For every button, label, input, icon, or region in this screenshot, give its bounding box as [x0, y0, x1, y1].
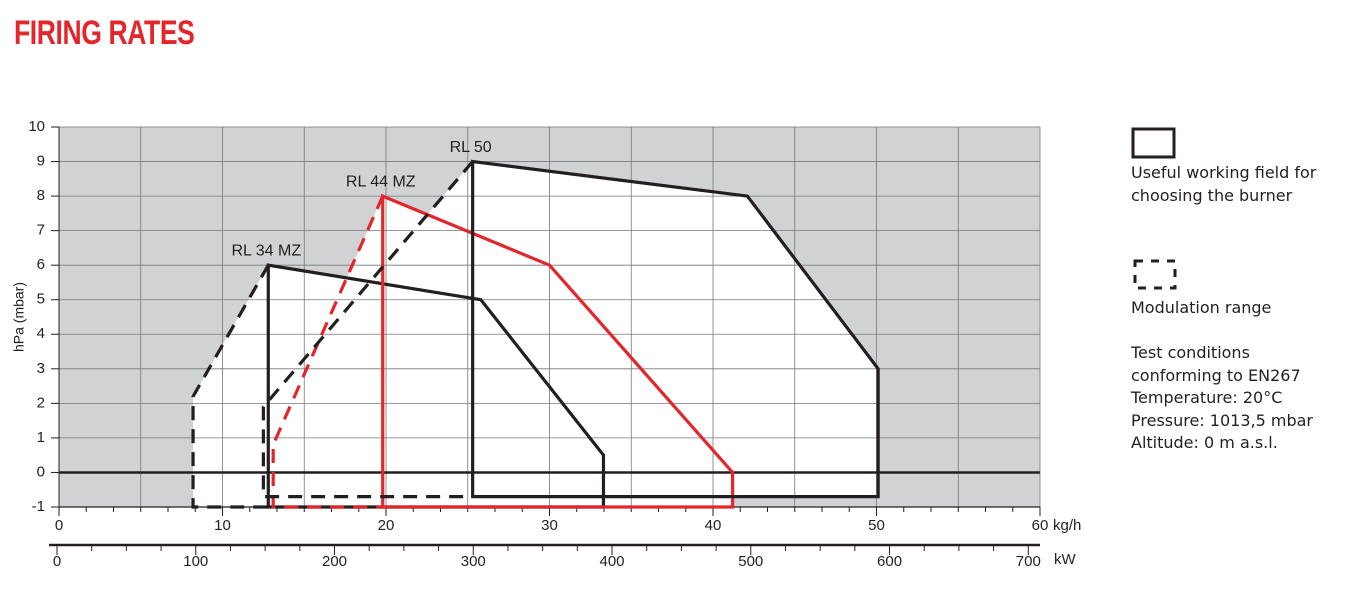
- legend-condition: Pressure: 1013,5 mbar: [1131, 410, 1313, 430]
- legend-condition: Temperature: 20°C: [1131, 388, 1283, 407]
- modulation-range: [261, 160, 474, 499]
- y-tick-label: 6: [37, 256, 45, 273]
- x2-tick-label: 400: [600, 553, 625, 570]
- modulation-range: [191, 264, 270, 509]
- x-tick-label: 0: [55, 517, 63, 534]
- x2-tick-label: 500: [738, 553, 763, 570]
- field-fill: [472, 161, 879, 497]
- legend-condition: Test conditions conforming to EN267: [1131, 343, 1301, 385]
- legend-working: Useful working field for choosing the bu…: [1131, 163, 1317, 205]
- series-label: RL 44 MZ: [346, 173, 416, 190]
- field-fill: [263, 161, 473, 497]
- x-tick-label: 30: [541, 517, 558, 534]
- x-axis-label: kg/h: [1053, 517, 1081, 534]
- x-tick-label: 60: [1032, 517, 1049, 534]
- x2-tick-label: 200: [322, 553, 347, 570]
- x-tick-label: 40: [705, 517, 722, 534]
- x-tick-label: 20: [378, 517, 395, 534]
- modulation-range: [271, 195, 385, 509]
- x2-tick-label: 0: [53, 553, 61, 570]
- y-tick-label: 10: [28, 118, 45, 135]
- y-tick-label: 9: [37, 153, 45, 170]
- series-label: RL 50: [450, 139, 492, 156]
- legend-solid-icon: [1131, 127, 1176, 159]
- y-tick-label: -1: [32, 498, 45, 515]
- x2-axis-label: kW: [1054, 551, 1077, 568]
- x-tick-label: 10: [214, 517, 231, 534]
- y-tick-label: 5: [37, 291, 45, 308]
- chart-title: FIRING RATES: [14, 14, 195, 52]
- y-axis-label: hPa (mbar): [11, 282, 27, 352]
- x2-tick-label: 300: [461, 553, 486, 570]
- y-tick-label: 0: [37, 463, 45, 480]
- y-tick-label: 2: [37, 394, 45, 411]
- x2-tick-label: 700: [1016, 553, 1041, 570]
- field-fill: [193, 265, 269, 507]
- y-tick-label: 3: [37, 360, 45, 377]
- working-field: [471, 159, 880, 499]
- working-field: [381, 193, 735, 509]
- x2-tick-label: 100: [183, 553, 208, 570]
- legend-conditions: Test conditions conforming to EN267 Tempe…: [1131, 342, 1336, 455]
- legend-dashed-icon: [1133, 259, 1177, 290]
- legend-modulation: Modulation range: [1131, 298, 1272, 317]
- y-tick-label: 7: [37, 222, 45, 239]
- y-tick-label: 8: [37, 187, 45, 204]
- y-tick-label: 1: [37, 429, 45, 446]
- x-tick-label: 50: [868, 517, 885, 534]
- x2-tick-label: 600: [877, 553, 902, 570]
- series-label: RL 34 MZ: [231, 242, 301, 259]
- legend-condition: Altitude: 0 m a.s.l.: [1131, 433, 1278, 452]
- y-tick-label: 4: [37, 325, 45, 342]
